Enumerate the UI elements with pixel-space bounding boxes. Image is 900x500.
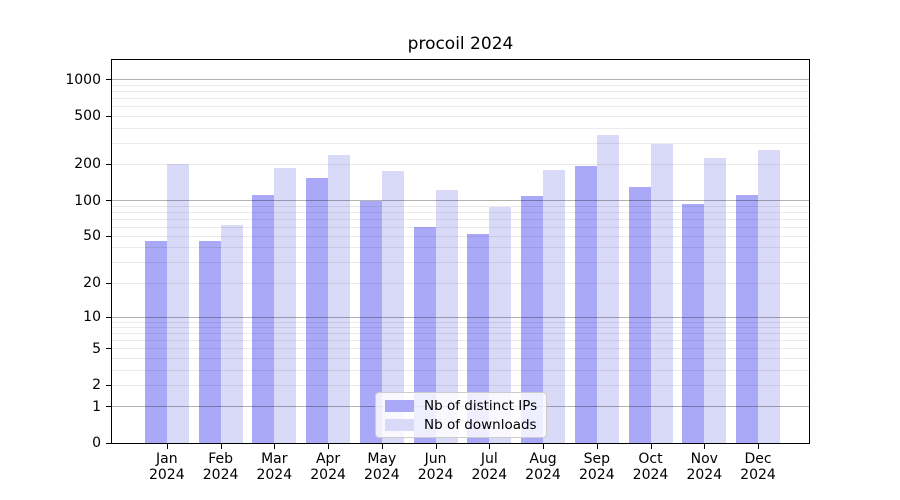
x-axis-tick: [166, 444, 168, 449]
y-axis-tick: [106, 282, 111, 284]
y-tick-label: 5: [92, 340, 101, 357]
bar: [144, 240, 167, 443]
bar: [413, 227, 436, 443]
chart-title: procoil 2024: [407, 34, 514, 54]
bar: [328, 154, 351, 443]
y-axis-tick: [106, 442, 111, 444]
bar: [682, 203, 705, 443]
legend-entry-distinct-ips: Nb of distinct IPs: [385, 397, 537, 414]
bars-layer: [112, 60, 809, 443]
x-tick-label: May 2024: [363, 451, 400, 483]
x-axis-tick: [704, 444, 706, 449]
x-axis-tick: [650, 444, 652, 449]
x-tick-label: Aug 2024: [525, 451, 561, 483]
legend-label-downloads: Nb of downloads: [424, 416, 537, 433]
bar: [274, 168, 297, 443]
y-tick-label: 10: [83, 309, 101, 325]
x-tick-label: Sep 2024: [578, 451, 615, 483]
legend: Nb of distinct IPs Nb of downloads: [375, 392, 548, 438]
legend-label-distinct-ips: Nb of distinct IPs: [424, 397, 538, 414]
plot-area: Nb of distinct IPs Nb of downloads: [111, 59, 810, 444]
legend-swatch-ips-icon: [385, 399, 414, 412]
bar: [166, 164, 189, 443]
bar: [704, 158, 727, 443]
bar: [467, 234, 490, 443]
y-tick-label: 20: [83, 275, 101, 291]
bar: [220, 225, 243, 443]
bar: [543, 169, 566, 443]
y-tick-label: 0: [92, 435, 101, 451]
y-axis-tick: [106, 406, 111, 408]
bar: [489, 206, 512, 443]
bar: [736, 194, 759, 443]
bar: [435, 189, 458, 443]
y-tick-label: 500: [74, 108, 101, 125]
x-tick-label: Apr 2024: [310, 451, 346, 483]
y-axis-tick: [106, 384, 111, 386]
bar: [628, 186, 651, 443]
y-axis-tick: [106, 163, 111, 165]
bar: [198, 240, 221, 443]
bar: [359, 200, 382, 443]
x-tick-label: Oct 2024: [632, 451, 669, 483]
bar: [650, 144, 673, 443]
bar: [306, 177, 329, 443]
y-axis-tick: [106, 235, 111, 237]
y-tick-label: 200: [74, 156, 101, 173]
x-tick-label: Jun 2024: [417, 451, 454, 483]
x-axis-tick: [543, 444, 544, 449]
x-tick-label: Jul 2024: [471, 451, 508, 483]
bar: [574, 165, 597, 443]
y-axis-tick: [106, 348, 111, 350]
bar: [252, 194, 275, 443]
y-axis-tick: [106, 115, 111, 117]
y-tick-label: 100: [74, 192, 101, 209]
x-axis-tick: [758, 444, 759, 449]
bar: [381, 170, 404, 443]
bar: [758, 150, 781, 443]
y-axis-tick: [106, 79, 111, 81]
x-axis-tick: [381, 444, 383, 449]
y-tick-label: 2: [92, 377, 101, 394]
bar: [596, 135, 619, 443]
x-axis-tick: [596, 444, 598, 449]
x-axis-tick: [489, 444, 491, 449]
x-tick-label: Dec 2024: [740, 451, 776, 483]
x-tick-label: Feb 2024: [202, 451, 239, 483]
y-axis-tick: [106, 200, 111, 201]
x-axis-tick: [435, 444, 437, 449]
legend-swatch-downloads-icon: [385, 418, 414, 431]
x-axis-tick: [220, 444, 222, 449]
bar: [521, 195, 544, 443]
legend-entry-downloads: Nb of downloads: [385, 416, 537, 433]
x-axis-tick: [328, 444, 330, 449]
x-axis-tick: [274, 444, 276, 449]
x-tick-label: Mar 2024: [256, 451, 293, 483]
x-tick-label: Jan 2024: [148, 451, 185, 483]
x-tick-label: Nov 2024: [686, 451, 723, 483]
y-tick-label: 1: [92, 398, 101, 415]
y-tick-label: 50: [83, 228, 101, 245]
y-tick-label: 1000: [65, 71, 101, 88]
y-axis-tick: [106, 316, 111, 318]
